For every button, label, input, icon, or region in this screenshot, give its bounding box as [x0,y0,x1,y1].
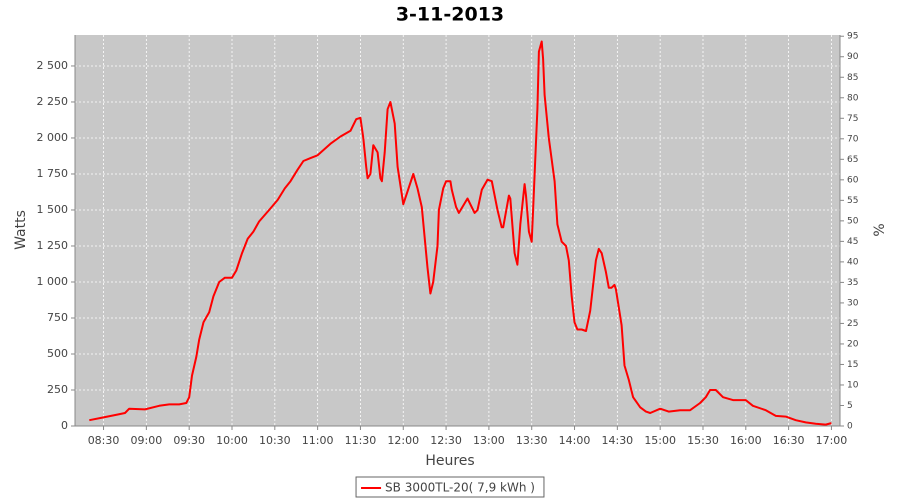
x-tick-label: 13:00 [473,434,505,447]
x-tick-label: 16:00 [730,434,762,447]
y2-tick-label: 60 [847,175,859,185]
chart-title: 3-11-2013 [396,4,504,26]
y2-tick-label: 85 [847,73,858,83]
x-tick-label: 14:30 [601,434,633,447]
x-axis-label: Heures [425,453,474,469]
y2-axis-label: % [872,223,888,236]
x-tick-label: 10:30 [259,434,291,447]
y2-tick-label: 0 [847,422,853,432]
x-tick-label: 11:30 [345,434,377,447]
y-tick-label: 750 [47,311,68,324]
y-tick-label: 500 [47,347,68,360]
y2-tick-label: 95 [847,32,858,42]
y2-tick-label: 70 [847,134,859,144]
x-tick-label: 16:30 [773,434,805,447]
grid [75,35,840,427]
x-tick-label: 12:30 [430,434,462,447]
y2-tick-label: 80 [847,93,859,103]
series-line [89,40,832,426]
legend-box [355,476,545,498]
plot-area [75,35,840,426]
y2-tick-label: 25 [847,319,858,329]
x-tick-label: 11:00 [302,434,334,447]
y-axis-label: Watts [13,210,29,250]
legend-label: SB 3000TL-20( 7,9 kWh ) [385,481,535,495]
y2-tick-label: 5 [847,401,853,411]
x-tick-label: 09:30 [173,434,205,447]
y-tick-label: 0 [61,419,68,432]
y2-tick-label: 90 [847,52,859,62]
y2-tick-label: 75 [847,114,858,124]
x-tick-label: 08:30 [88,434,120,447]
y-tick-label: 2 000 [37,131,69,144]
legend: SB 3000TL-20( 7,9 kWh ) [355,476,545,498]
y-tick-label: 1 500 [37,203,69,216]
y2-tick-label: 20 [847,339,859,349]
y2-tick-label: 50 [847,216,859,226]
x-tick-label: 10:00 [216,434,248,447]
y2-tick-label: 15 [847,360,858,370]
x-tick-label: 12:00 [387,434,419,447]
y2-tick-label: 35 [847,278,858,288]
y2-tick-label: 45 [847,237,858,247]
y2-tick-label: 30 [847,298,859,308]
x-tick-label: 14:00 [559,434,591,447]
y-tick-label: 250 [47,383,68,396]
y-tick-label: 2 500 [37,59,69,72]
y-tick-label: 2 250 [37,95,69,108]
x-tick-label: 15:00 [644,434,676,447]
y-tick-label: 1 250 [37,239,69,252]
y-tick-label: 1 750 [37,167,69,180]
y2-tick-label: 40 [847,257,859,267]
x-tick-label: 13:30 [516,434,548,447]
y2-tick-label: 10 [847,380,859,390]
y2-tick-label: 65 [847,155,858,165]
marks [89,40,832,426]
x-tick-label: 17:00 [816,434,848,447]
x-tick-label: 15:30 [687,434,719,447]
y-tick-label: 1 000 [37,275,69,288]
y2-tick-label: 55 [847,196,858,206]
x-tick-label: 09:00 [131,434,163,447]
